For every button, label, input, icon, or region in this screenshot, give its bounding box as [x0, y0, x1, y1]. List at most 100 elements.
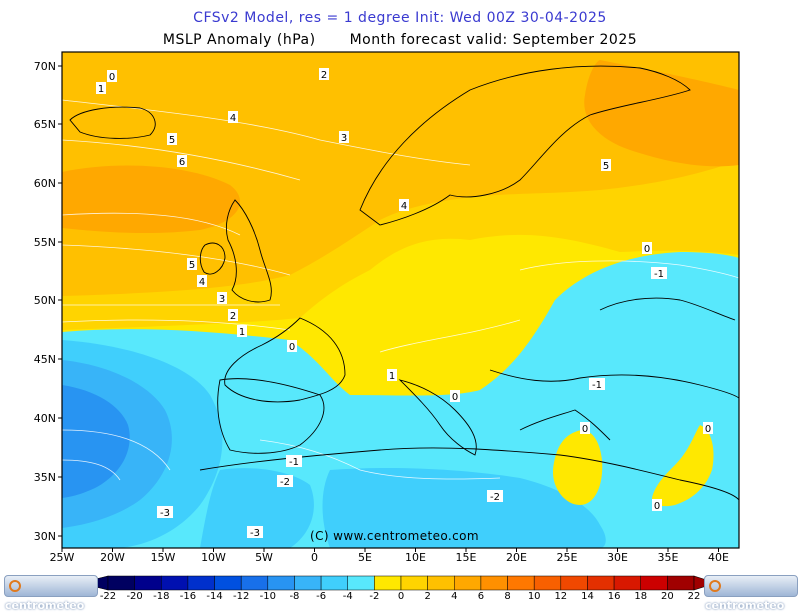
france-outline [224, 317, 346, 403]
contour-label-bg [652, 499, 662, 511]
longitude-axis: 25W 20W 15W 10W 5W 0 5E 10E 15E 20E 25E 30E 35E 40E [50, 548, 729, 564]
colorbar-segment [294, 575, 322, 591]
contour-label-bg [580, 422, 590, 434]
contour-label-bg [177, 155, 187, 167]
contour-label-bg [107, 70, 117, 82]
contour-label-bg [450, 390, 460, 402]
lat-label: 45N [34, 353, 56, 366]
contour-label-bg [187, 258, 197, 270]
anomaly-field [62, 52, 739, 548]
colorbar-segment [107, 575, 135, 591]
subtitle-valid: Month forecast valid: September 2025 [349, 32, 638, 48]
colorbar-segment [640, 575, 668, 591]
contour-label: 1 [239, 327, 245, 338]
contour-label: 0 [644, 244, 650, 255]
colorbar-segment [347, 575, 375, 591]
colorbar-level-label: 8 [504, 591, 510, 600]
anomaly-band-neg6-neg8 [62, 385, 130, 498]
contour-label: 0 [109, 72, 115, 83]
contour-label-bg [287, 340, 297, 352]
colorbar-level-label: -12 [233, 591, 249, 600]
lon-label: 30E [607, 551, 628, 564]
lon-label: 40E [708, 551, 729, 564]
italy-outline [398, 379, 477, 456]
contour-label: 0 [289, 342, 295, 353]
contour-label: -2 [490, 492, 500, 503]
colorbar-level-label: -18 [153, 591, 169, 600]
logo-ring-icon [709, 580, 721, 592]
colorbar-segment [214, 575, 242, 591]
contour-label-bg [277, 475, 293, 487]
lon-label: 5W [255, 551, 273, 564]
watermark-text: (C) www.centrometeo.com [310, 529, 479, 543]
colorbar-level-label: 6 [478, 591, 484, 600]
lon-label: 15E [456, 551, 477, 564]
lat-label: 50N [34, 294, 56, 307]
colorbar-segment [560, 575, 588, 591]
contour-label: 4 [199, 277, 205, 288]
coastlines [69, 65, 739, 501]
colorbar-segment [427, 575, 455, 591]
contour-label-bg [96, 82, 106, 94]
anomaly-band-neg2-neg4-south [322, 467, 606, 548]
contour-label: 5 [603, 161, 609, 172]
lat-label: 35N [34, 471, 56, 484]
colorbar: -22 -20 -18 -16 -14 -12 -10 -8 -6 -4 -2 0 2 4 6 8 10 12 14… [79, 575, 717, 600]
colorbar-level-label: -14 [206, 591, 222, 600]
contour-label-bg [339, 131, 349, 143]
colorbar-level-label: 22 [688, 591, 701, 600]
contour-label: 1 [389, 371, 395, 382]
contour-label-bg [167, 133, 177, 145]
colorbar-segment [587, 575, 615, 591]
contour-label: 1 [98, 84, 104, 95]
anomaly-band-6-8-west [62, 165, 240, 234]
colorbar-segment [187, 575, 215, 591]
colorbar-level-label: 10 [528, 591, 541, 600]
scandinavia-outline [359, 65, 691, 226]
lat-label: 60N [34, 177, 56, 190]
lon-label: 10W [201, 551, 226, 564]
logo-text-right: centrometeo [705, 599, 785, 612]
colorbar-segment [320, 575, 348, 591]
colorbar-level-label: 18 [634, 591, 647, 600]
lon-label: 0 [311, 551, 318, 564]
contour-label-bg [228, 111, 238, 123]
colorbar-level-label: -10 [260, 591, 276, 600]
great-britain-outline [225, 199, 272, 303]
colorbar-segment [161, 575, 189, 591]
lat-label: 55N [34, 236, 56, 249]
colorbar-segment [507, 575, 535, 591]
contour-label: 3 [341, 133, 347, 144]
logo-right: centrometeo [704, 575, 798, 612]
iberia-outline [217, 378, 325, 454]
subtitle-variable: MSLP Anomaly (hPa) [162, 32, 316, 48]
colorbar-level-label: -2 [369, 591, 379, 600]
lat-label: 70N [34, 60, 56, 73]
contour-label-bg [651, 267, 667, 279]
contour-label-bg [286, 455, 302, 467]
colorbar-level-label: 16 [608, 591, 621, 600]
colorbar-level-label: -16 [180, 591, 196, 600]
contour-label: 0 [654, 501, 660, 512]
contour-label: -3 [160, 508, 170, 519]
latitude-axis: 70N 65N 60N 55N 50N 45N 40N 35N 30N [34, 60, 62, 543]
contour-label: -1 [592, 380, 602, 391]
lat-label: 30N [34, 530, 56, 543]
anomaly-band-6-8-east [584, 60, 739, 167]
logo-ring-icon [9, 580, 21, 592]
contour-label-bg [589, 378, 605, 390]
contour-label-bg [319, 68, 329, 80]
chart-title: CFSv2 Model, res = 1 degree Init: Wed 00… [193, 10, 607, 26]
contour-label-bg [247, 526, 263, 538]
iceland-outline [69, 106, 156, 139]
colorbar-level-label: -4 [343, 591, 353, 600]
ireland-outline [199, 242, 226, 275]
lon-label: 10E [405, 551, 426, 564]
colorbar-level-label: 20 [661, 591, 674, 600]
colorbar-level-label: -6 [316, 591, 326, 600]
anomaly-pocket-levant [652, 425, 714, 507]
lon-label: 20E [506, 551, 527, 564]
logo-text-left: centrometeo [5, 599, 85, 612]
contour-label: 0 [705, 424, 711, 435]
